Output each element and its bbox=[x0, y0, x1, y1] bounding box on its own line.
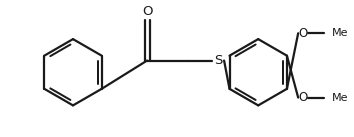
Text: O: O bbox=[298, 27, 308, 40]
Text: S: S bbox=[214, 54, 222, 67]
Text: O: O bbox=[298, 91, 308, 104]
Text: Me: Me bbox=[332, 28, 349, 38]
Text: Me: Me bbox=[332, 93, 349, 103]
Text: O: O bbox=[142, 5, 152, 18]
